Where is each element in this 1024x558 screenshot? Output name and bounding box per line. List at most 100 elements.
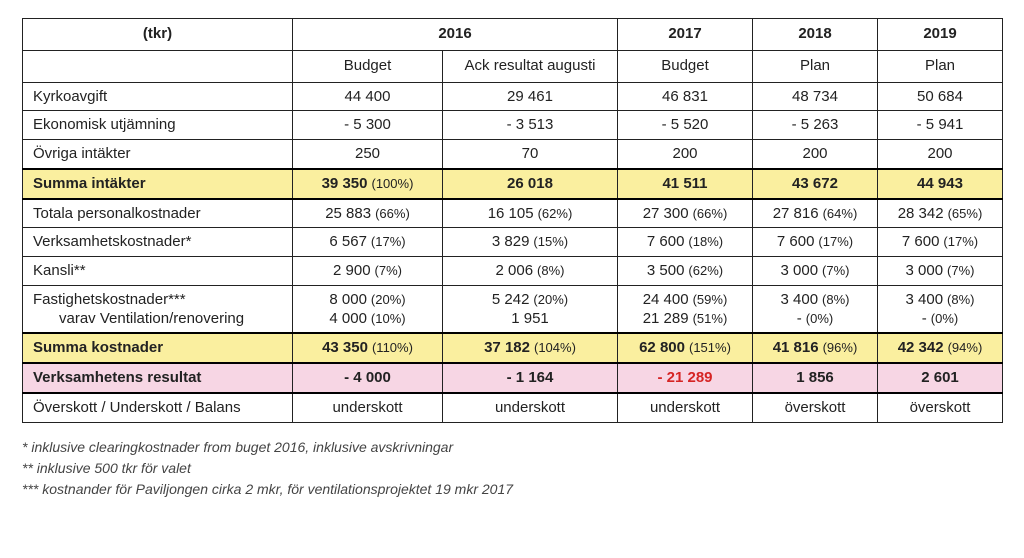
cell-value: 7 600	[647, 233, 685, 250]
table-row: Verksamhetskostnader*6 567(17%)3 829(15%…	[23, 228, 1003, 257]
cell-pct: (0%)	[931, 311, 958, 326]
footnote-2: ** inklusive 500 tkr för valet	[22, 458, 1002, 479]
cell-value: 16 105	[488, 205, 534, 222]
cell-value: 4 000	[329, 310, 367, 327]
header-row-years: (tkr) 2016 2017 2018 2019	[23, 19, 1003, 51]
cell-pct: (18%)	[688, 234, 723, 249]
cell-value: 27 300	[643, 205, 689, 222]
budget-table: (tkr) 2016 2017 2018 2019 Budget Ack res…	[22, 18, 1003, 423]
cell-pct: (17%)	[818, 234, 853, 249]
cell-pct: (7%)	[822, 263, 849, 278]
cell-pct: (17%)	[943, 234, 978, 249]
cell: 43 672	[753, 169, 878, 199]
cell: underskott	[618, 393, 753, 422]
cell-value: 24 400	[643, 291, 689, 308]
cell-pct: (59%)	[693, 292, 728, 307]
cell: 43 350(110%)	[293, 333, 443, 363]
cell-value: 5 242	[492, 291, 530, 308]
header-subcol-blank	[23, 50, 293, 82]
cell-value: 8 000	[329, 291, 367, 308]
cell: 24 400(59%)21 289(51%)	[618, 285, 753, 333]
cell-value: 44 400	[345, 88, 391, 105]
cell: 28 342(65%)	[878, 199, 1003, 228]
cell-pct: (15%)	[533, 234, 568, 249]
cell-pct: (0%)	[806, 311, 833, 326]
cell: 2 900(7%)	[293, 257, 443, 286]
cell-value: 43 350	[322, 339, 368, 356]
table-row: Totala personalkostnader25 883(66%)16 10…	[23, 199, 1003, 228]
cell-value: 7 600	[777, 233, 815, 250]
cell-value: 3 400	[781, 291, 819, 308]
cell: underskott	[443, 393, 618, 422]
cell: 250	[293, 140, 443, 169]
cell: - 3 513	[443, 111, 618, 140]
cell-value: 44 943	[917, 175, 963, 192]
cell: 3 500(62%)	[618, 257, 753, 286]
cell-pct: (51%)	[693, 311, 728, 326]
cell-value: - 1 164	[507, 369, 554, 386]
header-subcol-3: Plan	[753, 50, 878, 82]
cell-value: 200	[802, 145, 827, 162]
table-row: Fastighetskostnader***varav Ventilation/…	[23, 285, 1003, 333]
cell-value: - 21 289	[657, 369, 712, 386]
cell: - 5 520	[618, 111, 753, 140]
cell-value: 1 951	[511, 310, 549, 327]
cell: - 1 164	[443, 363, 618, 393]
cell: 2 006(8%)	[443, 257, 618, 286]
row-label: Ekonomisk utjämning	[23, 111, 293, 140]
cell-value: 41 511	[662, 175, 707, 192]
cell: 25 883(66%)	[293, 199, 443, 228]
header-year-2019: 2019	[878, 19, 1003, 51]
cell: 16 105(62%)	[443, 199, 618, 228]
table-row: Summa kostnader43 350(110%)37 182(104%)6…	[23, 333, 1003, 363]
table-row: Ekonomisk utjämning- 5 300- 3 513- 5 520…	[23, 111, 1003, 140]
cell: - 5 941	[878, 111, 1003, 140]
cell: 62 800 (151%)	[618, 333, 753, 363]
cell-value: 250	[355, 145, 380, 162]
cell-value: 46 831	[662, 88, 708, 105]
cell: 37 182(104%)	[443, 333, 618, 363]
cell: 44 943	[878, 169, 1003, 199]
cell-value: - 4 000	[344, 369, 391, 386]
header-subcol-4: Plan	[878, 50, 1003, 82]
row-label: Övriga intäkter	[23, 140, 293, 169]
cell-value: -	[922, 310, 927, 327]
table-row: Överskott / Underskott / Balansunderskot…	[23, 393, 1003, 422]
cell: 3 829(15%)	[443, 228, 618, 257]
table-row: Övriga intäkter25070200200200	[23, 140, 1003, 169]
table-head: (tkr) 2016 2017 2018 2019 Budget Ack res…	[23, 19, 1003, 83]
cell: - 4 000	[293, 363, 443, 393]
cell-pct: (151%)	[689, 340, 731, 355]
cell: 41 511	[618, 169, 753, 199]
cell: underskott	[293, 393, 443, 422]
cell-value: 6 567	[329, 233, 367, 250]
cell-value: 200	[672, 145, 697, 162]
cell-value: 41 816	[773, 339, 819, 356]
cell-value: 50 684	[917, 88, 963, 105]
cell-value: 3 829	[492, 233, 530, 250]
cell-value: 62 800	[639, 339, 685, 356]
cell: 3 400(8%) -(0%)	[753, 285, 878, 333]
cell-value: 48 734	[792, 88, 838, 105]
cell-value: 2 601	[921, 369, 959, 386]
cell: 5 242(20%)1 951	[443, 285, 618, 333]
cell-value: -	[797, 310, 802, 327]
cell-value: 2 006	[496, 262, 534, 279]
cell: 26 018	[443, 169, 618, 199]
cell: överskott	[753, 393, 878, 422]
cell-pct: (94%)	[948, 340, 983, 355]
cell-pct: (65%)	[948, 206, 983, 221]
cell-value: - 5 941	[917, 116, 964, 133]
cell: 3 400(8%)-(0%)	[878, 285, 1003, 333]
cell: 39 350(100%)	[293, 169, 443, 199]
cell-pct: (8%)	[822, 292, 849, 307]
cell-pct: (66%)	[693, 206, 728, 221]
cell: 50 684	[878, 82, 1003, 111]
cell-value: 25 883	[325, 205, 371, 222]
cell: 2 601	[878, 363, 1003, 393]
cell-value: 29 461	[507, 88, 553, 105]
cell-value: - 3 513	[507, 116, 554, 133]
cell: 200	[878, 140, 1003, 169]
cell-value: 37 182	[484, 339, 530, 356]
header-year-2016: 2016	[293, 19, 618, 51]
